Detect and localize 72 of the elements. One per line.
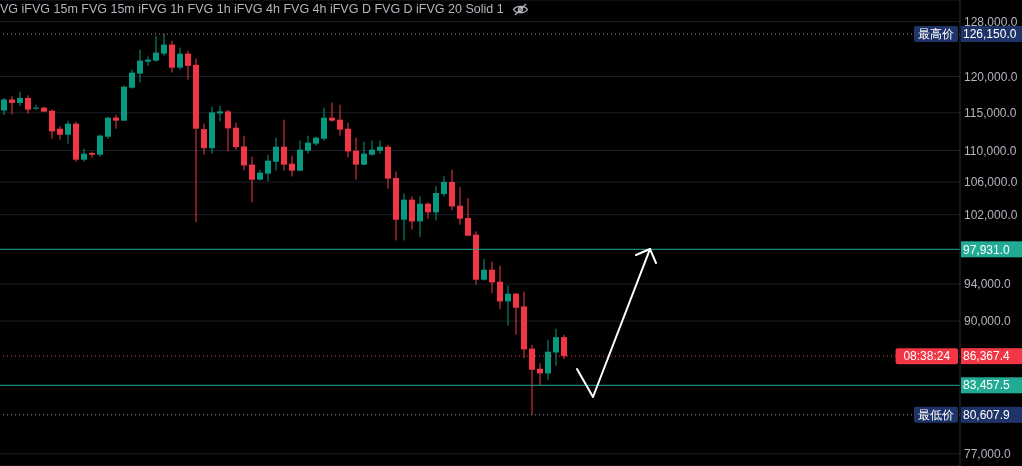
candlestick [305, 135, 311, 155]
candlestick [489, 260, 495, 294]
candlestick [185, 50, 191, 81]
candlestick [57, 125, 63, 141]
candlestick [441, 175, 447, 197]
candlestick [177, 47, 183, 71]
candlestick [217, 105, 223, 122]
candlestick [281, 119, 287, 172]
candlestick [401, 193, 407, 241]
candlestick [297, 140, 303, 172]
ref-line-label: 97,931.0 [963, 242, 1011, 257]
candlestick [145, 56, 151, 67]
candlestick [417, 195, 423, 238]
candlestick [353, 137, 359, 181]
candlestick [457, 186, 463, 226]
candlestick [249, 156, 255, 203]
y-tick-label: 115,000.0 [964, 105, 1017, 120]
annotation: 最高价 [918, 27, 954, 42]
candlestick [481, 258, 487, 282]
candlestick [465, 197, 471, 237]
candlestick [345, 122, 351, 158]
candlestick [49, 109, 55, 140]
annotation: 08:38:24 [903, 349, 951, 364]
candlestick [233, 122, 239, 151]
candlestick [17, 91, 23, 107]
candlestick [241, 135, 247, 171]
y-tick-label: 120,000.0 [964, 69, 1018, 84]
candlestick [329, 102, 335, 123]
candlestick [289, 155, 295, 177]
annotation: VG iFVG 15m FVG 15m iFVG 1h FVG 1h iFVG 4h FVG 4h iFVG D FVG D iFVG 20 Solid 1 [0, 1, 504, 17]
candlestick [409, 195, 415, 231]
candlestick [337, 104, 343, 137]
candlestick [425, 201, 431, 220]
candlestick [97, 133, 103, 158]
candlestick [369, 140, 375, 157]
candlestick [89, 151, 95, 159]
candlestick [321, 107, 327, 142]
candlestick [153, 35, 159, 63]
candlestick [265, 154, 271, 182]
candlestick [105, 116, 111, 140]
y-tick-label: 94,000.0 [964, 277, 1012, 292]
candlestick [129, 69, 135, 90]
candlestick [81, 148, 87, 163]
y-tick-label: 110,000.0 [964, 143, 1017, 158]
y-tick-label: 128,000.0 [964, 14, 1018, 29]
candlestick [225, 109, 231, 152]
candlestick [505, 285, 511, 327]
candlestick [433, 185, 439, 221]
candlestick [113, 114, 119, 130]
candlestick [497, 265, 503, 310]
y-tick-label: 77,000.0 [964, 446, 1012, 461]
ref-line-label: 80,607.9 [963, 408, 1011, 423]
candlestick [201, 123, 207, 156]
ref-line-label: 126,150.0 [963, 27, 1017, 42]
candlestick [33, 104, 39, 111]
candlestick [553, 328, 559, 367]
candlestick [273, 137, 279, 172]
candlestick [545, 339, 551, 381]
candlestick [377, 140, 383, 155]
candlestick [65, 120, 71, 145]
candlestick [137, 49, 143, 84]
y-tick-label: 90,000.0 [964, 314, 1012, 329]
candlestick [25, 94, 31, 115]
candlestick [169, 40, 175, 74]
candlestick [513, 292, 519, 336]
ref-line-label: 86,367.4 [963, 349, 1011, 364]
annotation: 最低价 [918, 408, 954, 423]
y-tick-label: 106,000.0 [964, 175, 1018, 190]
candlestick [161, 33, 167, 57]
ref-line-label: 83,457.5 [963, 378, 1011, 393]
candlestick [9, 95, 15, 116]
y-tick-label: 102,000.0 [964, 207, 1018, 222]
